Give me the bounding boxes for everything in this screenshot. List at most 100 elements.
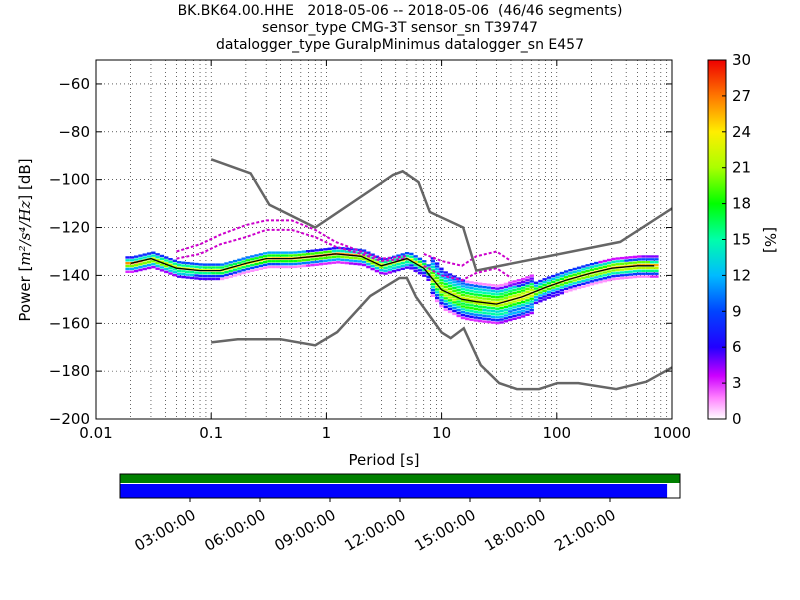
psd-cell — [598, 272, 603, 275]
psd-cell — [417, 269, 423, 272]
psd-cell — [275, 262, 281, 266]
psd-cell — [482, 320, 487, 323]
psd-cell — [366, 260, 371, 263]
psd-cell — [469, 301, 474, 304]
psd-cell — [460, 285, 466, 288]
psd-cell — [486, 297, 491, 301]
psd-cell — [508, 310, 513, 313]
psd-cell — [237, 270, 242, 273]
psd-cell — [499, 304, 504, 307]
psd-cell — [576, 283, 582, 287]
psd-cell — [650, 266, 655, 270]
psd-cell — [624, 262, 629, 265]
psd-cell — [129, 256, 135, 259]
psd-cell — [478, 319, 483, 323]
psd-cell — [327, 259, 332, 262]
coverage-data-bar — [120, 484, 668, 498]
psd-cell — [572, 273, 577, 276]
psd-cell — [581, 276, 586, 280]
psd-cell — [435, 279, 440, 283]
psd-cell — [469, 289, 474, 293]
psd-cell — [202, 274, 208, 278]
psd-cell — [383, 258, 388, 261]
psd-cell — [254, 262, 259, 266]
y-tick-label: −140 — [49, 266, 90, 284]
psd-cell — [529, 306, 534, 309]
psd-cell — [220, 263, 225, 266]
psd-cell — [370, 253, 375, 256]
psd-cell — [589, 265, 595, 269]
psd-cell — [508, 295, 513, 299]
psd-cell — [469, 309, 474, 313]
psd-cell — [508, 307, 513, 310]
psd-cell — [490, 292, 496, 296]
psd-cell — [267, 260, 272, 263]
psd-cell — [361, 258, 367, 261]
psd-cell — [637, 269, 642, 273]
psd-cell — [353, 256, 358, 260]
coverage-tick-label: 12:00:00 — [341, 506, 408, 555]
psd-cell — [542, 289, 547, 292]
psd-cell — [499, 289, 504, 293]
psd-cell — [482, 297, 487, 300]
psd-cell — [508, 318, 513, 322]
psd-cell — [142, 267, 147, 271]
psd-cell — [443, 291, 448, 294]
psd-cell — [409, 267, 414, 270]
psd-cell — [142, 264, 147, 268]
psd-cell — [619, 262, 625, 266]
psd-cell — [142, 256, 147, 259]
psd-cell — [503, 317, 509, 320]
psd-cell — [499, 309, 504, 313]
psd-cell — [628, 261, 633, 265]
psd-cell — [172, 265, 178, 268]
psd-cell — [340, 250, 345, 253]
psd-cell — [435, 291, 440, 294]
psd-cell — [452, 283, 457, 287]
axes: 0.01 0.1 1 10 100 1000 −60 −80 −100 −120 −140 −160 −… — [49, 60, 691, 442]
psd-cell — [211, 263, 216, 266]
psd-cell — [215, 263, 221, 266]
psd-cell — [521, 289, 526, 292]
psd-cell — [202, 272, 208, 275]
psd-cell — [293, 251, 298, 254]
psd-cell — [198, 263, 203, 266]
psd-cell — [499, 283, 504, 287]
psd-cell — [542, 280, 547, 284]
psd-cell — [336, 249, 341, 253]
psd-cell — [404, 254, 410, 258]
psd-cell — [280, 265, 285, 269]
psd-cell — [288, 262, 294, 266]
psd-cell — [383, 272, 388, 275]
psd-cell — [551, 292, 556, 295]
psd-cell — [177, 269, 182, 273]
psd-cell — [306, 252, 311, 256]
psd-cell — [310, 249, 315, 252]
psd-cell — [521, 297, 526, 301]
psd-cell — [232, 271, 238, 274]
psd-cell — [177, 263, 182, 267]
psd-cell — [456, 291, 461, 295]
psd-cell — [271, 254, 276, 257]
coverage-tick-label: 06:00:00 — [201, 506, 268, 555]
psd-cell — [254, 265, 259, 269]
psd-cell — [607, 270, 612, 273]
psd-cell — [555, 287, 560, 291]
psd-cell — [224, 276, 229, 280]
psd-cell — [607, 273, 612, 276]
psd-cell — [383, 266, 388, 270]
psd-cell — [245, 259, 251, 262]
psd-cell — [615, 260, 620, 263]
psd-cell — [301, 264, 307, 268]
mode-psd-curve — [130, 253, 655, 305]
psd-cell — [435, 262, 440, 265]
psd-cell — [417, 266, 423, 269]
psd-cell — [538, 282, 543, 286]
psd-cell — [576, 269, 582, 272]
psd-cell — [516, 281, 522, 285]
psd-cell — [615, 277, 620, 280]
psd-cell — [172, 271, 178, 274]
psd-cell — [538, 294, 543, 297]
psd-cell — [232, 274, 238, 277]
y-tick-label: −180 — [49, 362, 90, 380]
